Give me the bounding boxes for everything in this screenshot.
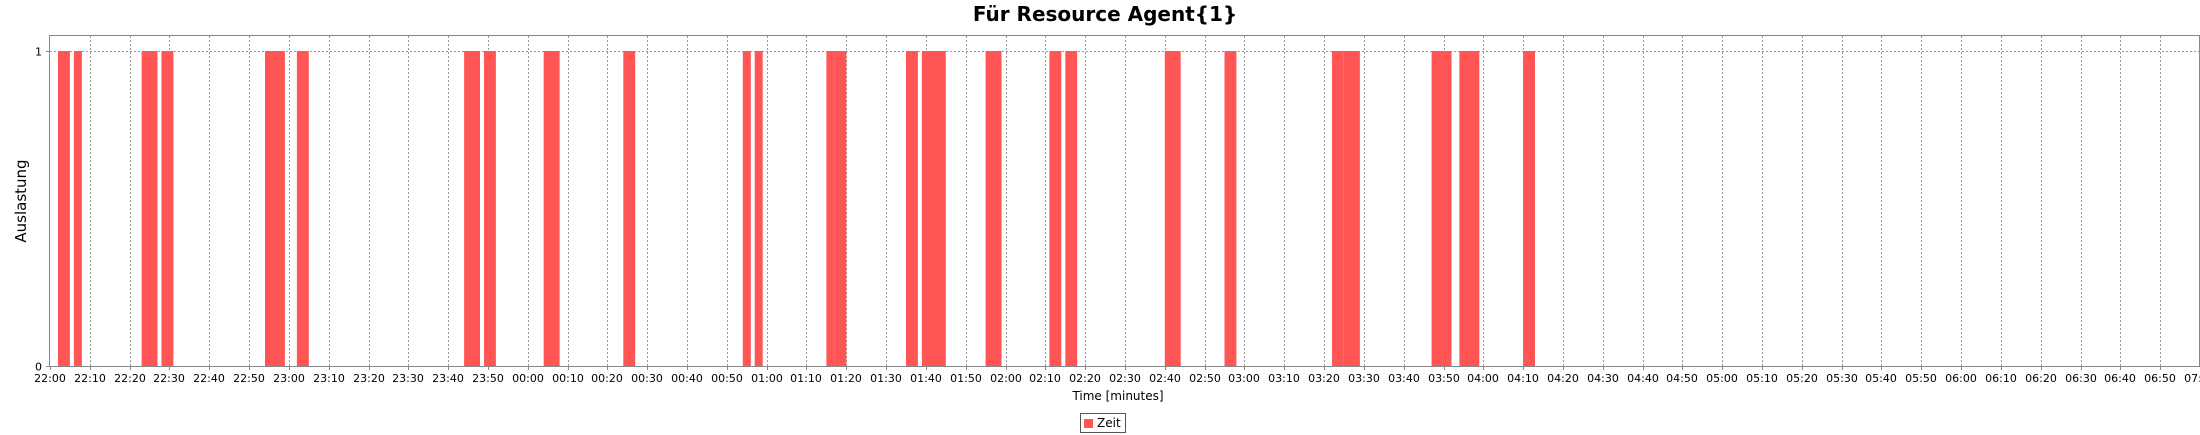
bar: [73, 51, 82, 366]
bar: [1523, 51, 1535, 366]
bar: [265, 51, 285, 366]
x-tick-label: 01:20: [830, 372, 862, 385]
y-tick-label: 1: [35, 46, 42, 59]
x-tick-label: 23:20: [353, 372, 385, 385]
bar: [1332, 51, 1344, 366]
chart-title: Für Resource Agent{1}: [973, 2, 1237, 26]
x-tick-label: 00:30: [631, 372, 663, 385]
legend: Zeit: [1080, 413, 1126, 433]
x-tick-label: 02:40: [1149, 372, 1181, 385]
x-tick-label: 04:10: [1507, 372, 1539, 385]
bar: [754, 51, 763, 366]
x-tick-label: 02:00: [990, 372, 1022, 385]
bar: [826, 51, 835, 366]
x-tick-label: 02:10: [1029, 372, 1061, 385]
legend-swatch: [1084, 418, 1093, 428]
bar: [464, 51, 480, 366]
x-tick-label: 22:00: [34, 372, 66, 385]
x-tick-label: 05:40: [1865, 372, 1897, 385]
bar: [906, 51, 918, 366]
bar: [296, 51, 309, 366]
bar: [543, 51, 560, 366]
x-tick-label: 07:00: [2184, 372, 2200, 385]
x-tick-label: 23:00: [273, 372, 305, 385]
x-tick-label: 22:20: [114, 372, 146, 385]
bar: [58, 51, 70, 366]
x-tick-label: 01:30: [870, 372, 902, 385]
plot-area-border: [49, 35, 2200, 367]
x-tick-label: 01:00: [751, 372, 783, 385]
bar: [1344, 51, 1360, 366]
x-tick-label: 00:20: [591, 372, 623, 385]
x-tick-label: 23:30: [392, 372, 424, 385]
x-tick-label: 05:30: [1826, 372, 1858, 385]
x-tick-label: 02:50: [1189, 372, 1221, 385]
x-tick-label: 06:20: [2025, 372, 2057, 385]
x-tick-label: 01:10: [790, 372, 822, 385]
x-tick-label: 03:00: [1228, 372, 1260, 385]
bar: [141, 51, 158, 366]
bar: [742, 51, 751, 366]
x-tick-label: 23:50: [472, 372, 504, 385]
y-ticks: 01: [35, 46, 50, 374]
x-tick-label: 04:40: [1627, 372, 1659, 385]
x-tick-label: 06:10: [1985, 372, 2017, 385]
y-tick-label: 0: [35, 361, 42, 374]
x-tick-label: 22:50: [233, 372, 265, 385]
bar: [921, 51, 946, 366]
gridlines: [50, 36, 2200, 366]
x-tick-label: 03:20: [1308, 372, 1340, 385]
x-ticks: 22:00 22:10 22:20 22:30 22:40 22:50 23:00 23:10…: [34, 366, 2200, 385]
bar: [1065, 51, 1078, 366]
x-tick-label: 05:50: [1905, 372, 1937, 385]
bar: [623, 51, 636, 366]
x-tick-label: 03:50: [1428, 372, 1460, 385]
bars: [58, 51, 1535, 366]
bar: [1224, 51, 1237, 366]
x-tick-label: 00:00: [512, 372, 544, 385]
x-tick-label: 04:00: [1467, 372, 1499, 385]
x-tick-label: 02:30: [1109, 372, 1141, 385]
bar: [1049, 51, 1062, 366]
x-tick-label: 05:20: [1786, 372, 1818, 385]
bar: [1431, 51, 1452, 366]
x-tick-label: 04:20: [1547, 372, 1579, 385]
x-tick-label: 00:40: [671, 372, 703, 385]
x-tick-label: 00:10: [552, 372, 584, 385]
x-tick-label: 23:40: [432, 372, 464, 385]
x-tick-label: 23:10: [313, 372, 345, 385]
legend-label: Zeit: [1097, 416, 1121, 430]
x-tick-label: 22:30: [153, 372, 185, 385]
x-tick-label: 05:10: [1746, 372, 1778, 385]
x-tick-label: 03:30: [1348, 372, 1380, 385]
y-axis-label: Auslastung: [12, 159, 30, 242]
x-tick-label: 04:30: [1587, 372, 1619, 385]
x-tick-label: 01:50: [950, 372, 982, 385]
x-tick-label: 02:20: [1069, 372, 1101, 385]
bar: [985, 51, 1002, 366]
x-tick-label: 00:50: [711, 372, 743, 385]
x-axis-label: Time [minutes]: [1071, 389, 1163, 403]
x-tick-label: 03:40: [1388, 372, 1420, 385]
x-tick-label: 06:30: [2065, 372, 2097, 385]
x-tick-label: 06:40: [2104, 372, 2136, 385]
bar: [1459, 51, 1480, 366]
x-tick-label: 01:40: [910, 372, 942, 385]
bar: [484, 51, 496, 366]
x-tick-label: 22:10: [74, 372, 106, 385]
x-tick-label: 06:50: [2144, 372, 2176, 385]
bar: [1164, 51, 1181, 366]
x-tick-label: 03:10: [1268, 372, 1300, 385]
x-tick-label: 22:40: [193, 372, 225, 385]
x-tick-label: 04:50: [1666, 372, 1698, 385]
bar: [161, 51, 174, 366]
x-tick-label: 06:00: [1945, 372, 1977, 385]
bar: [834, 51, 847, 366]
x-tick-label: 05:00: [1706, 372, 1738, 385]
